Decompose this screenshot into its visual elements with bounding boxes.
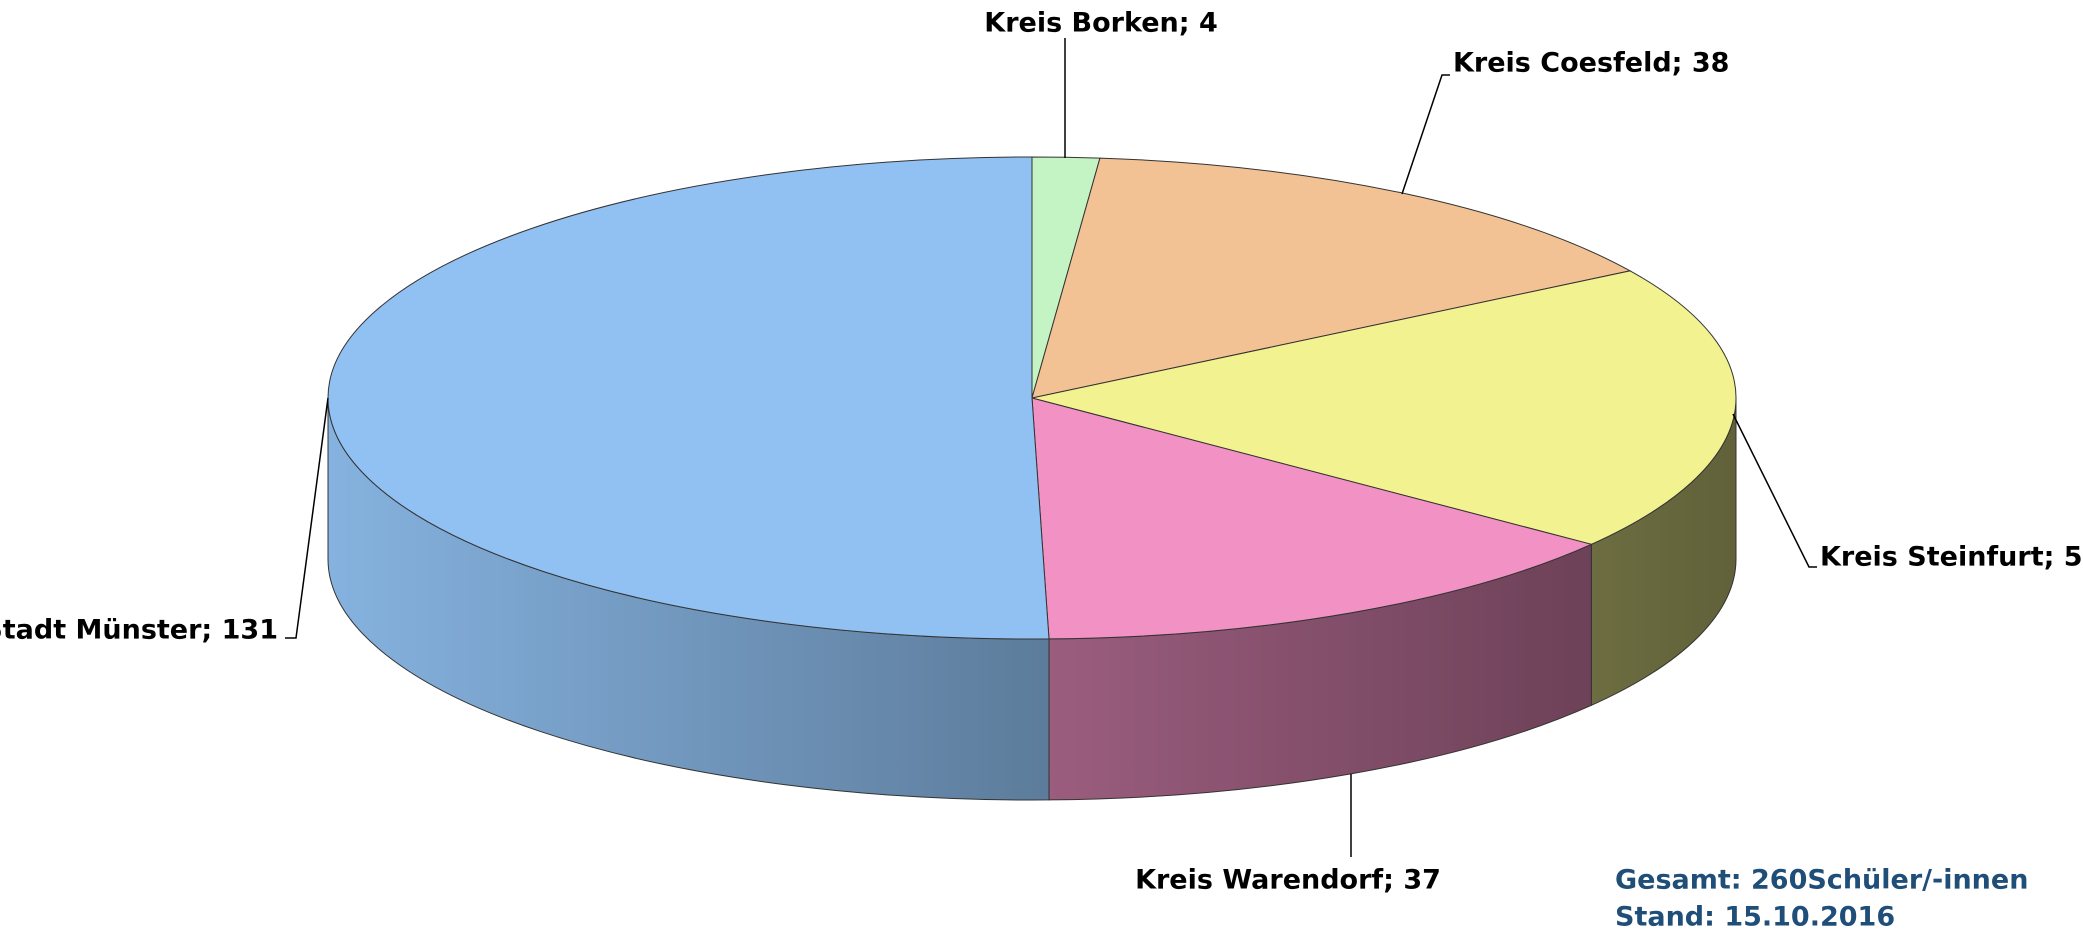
data-label: Kreis Steinfurt; 50 [1820,542,2083,573]
pie-slice [1031,270,1737,545]
leader-line [285,397,329,639]
data-label: Kreis Borken; 4 [984,8,1217,39]
leader-line [1401,74,1450,195]
annotation: Gesamt: 260Schüler/-innen [1615,865,2028,896]
leader-line [1732,413,1817,568]
annotation: Stand: 15.10.2016 [1615,902,1895,929]
data-label: Kreis Warendorf; 37 [1135,865,1441,896]
pie-slice [1031,157,1632,399]
data-label: Kreis Coesfeld; 38 [1453,48,1729,79]
pie-slice [1031,397,1593,640]
data-label: Stadt Münster; 131 [0,615,278,646]
